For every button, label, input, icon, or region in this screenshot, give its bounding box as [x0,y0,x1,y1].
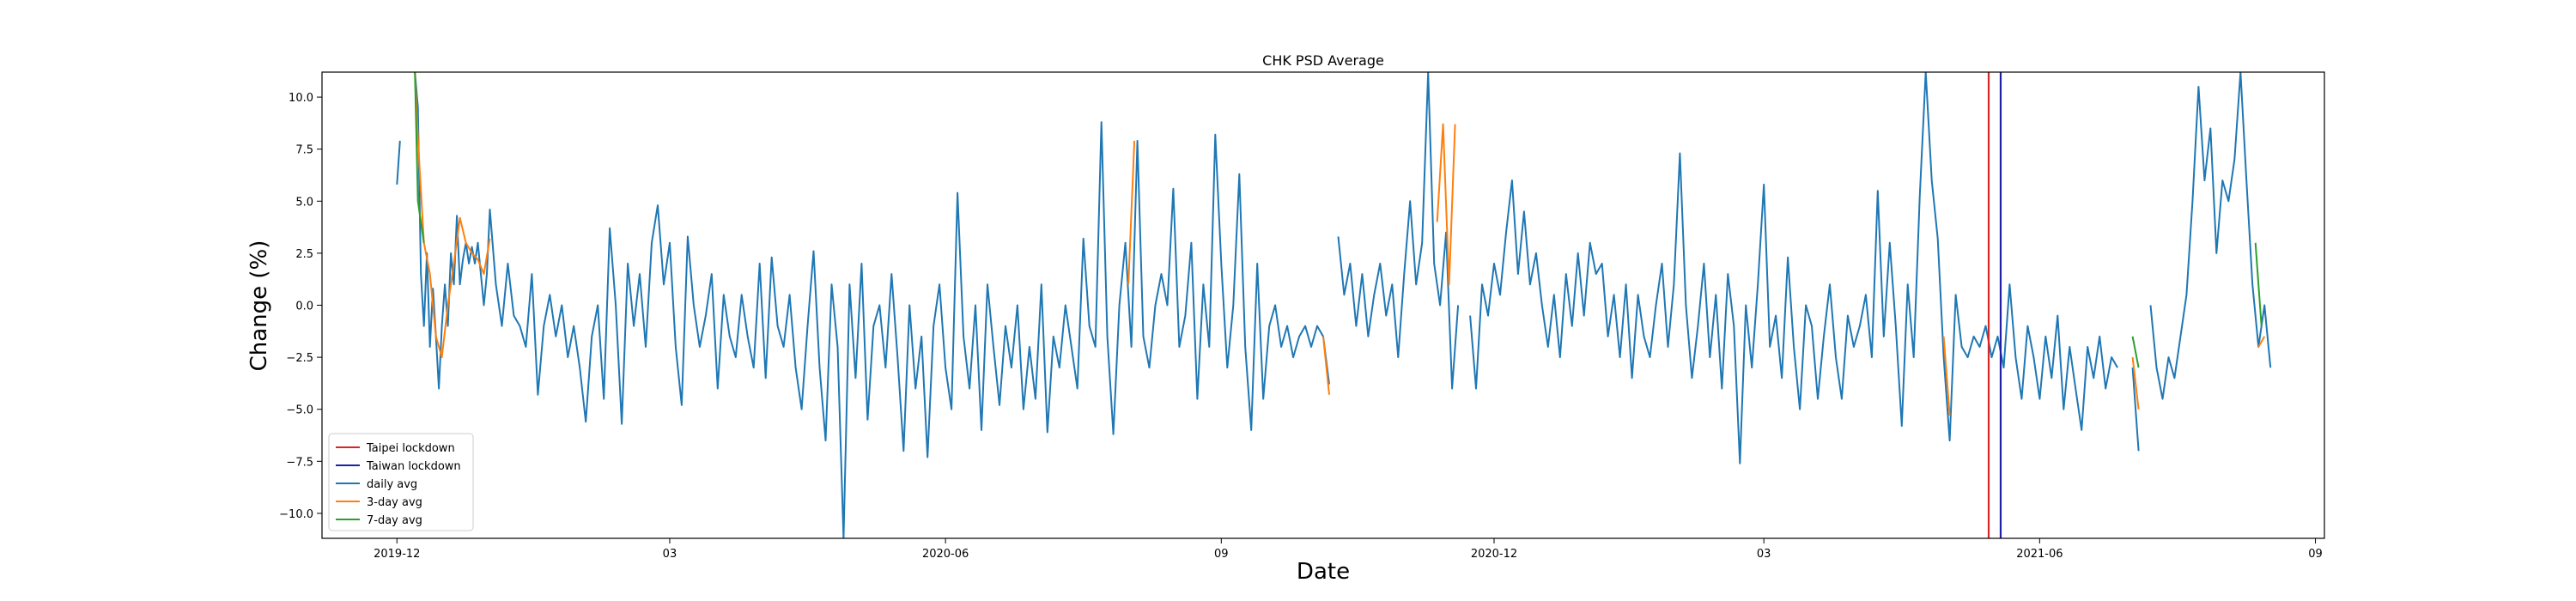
legend-entry: 7-day avg [367,514,422,527]
x-axis: 2019-12 03 2020-06 09 2020-12 03 2021-06 09 [374,538,2323,561]
series-line-segment [2149,72,2272,400]
legend: Taipei lockdown Taiwan lockdown daily avg 3… [328,433,474,531]
x-tick-label: 09 [2308,548,2323,561]
series-line-segment [1436,123,1456,286]
x-tick-label: 2021-06 [2016,548,2063,561]
series-layer [396,72,2272,538]
y-tick-label: 10.0 [289,92,313,105]
y-axis: −10.0 −7.5 −5.0 −2.5 0.0 2.5 5.0 7.5 10.0 [279,92,322,521]
legend-entry: Taiwan lockdown [366,460,461,473]
y-tick-label: −7.5 [286,456,313,469]
series-line-segment [1322,336,1330,395]
x-tick-label: 09 [1214,548,1229,561]
series-line-segment [2131,356,2140,410]
x-tick-label: 2019-12 [374,548,420,561]
y-axis-label: Change (%) [246,240,272,372]
series-line-segment [1337,72,1460,390]
series-7-day-avg [414,72,2263,368]
lockdown-lines [1987,72,2002,538]
plot-frame [321,71,2325,539]
series-line-segment [414,72,425,243]
series-line-segment [1942,336,1951,416]
legend-entry: daily avg [367,478,417,491]
series-line-segment [1469,72,2118,464]
series-line-segment [2131,336,2140,368]
y-tick-label: −5.0 [286,404,313,417]
chart-title: CHK PSD Average [1262,52,1384,69]
y-tick-label: 2.5 [295,248,313,261]
y-tick-label: 7.5 [295,144,313,157]
series-3-day-avg [414,72,2266,416]
series-daily-avg [396,72,2272,538]
series-line-segment [2257,336,2266,348]
y-tick-label: −2.5 [286,352,313,365]
series-line-segment [1127,140,1136,285]
x-tick-label: 2020-06 [922,548,969,561]
y-tick-label: 5.0 [295,196,313,209]
x-tick-label: 03 [1757,548,1771,561]
y-tick-label: 0.0 [295,300,313,313]
x-tick-label: 2020-12 [1471,548,1517,561]
series-line-segment [414,72,491,359]
series-line-segment [2131,367,2140,452]
x-axis-label: Date [1297,559,1350,585]
legend-box [328,433,474,531]
series-line-segment [414,72,1330,538]
series-line-segment [2254,242,2263,326]
x-tick-label: 03 [663,548,677,561]
series-line-segment [396,140,401,185]
y-tick-label: −10.0 [279,508,313,521]
legend-entry: 3-day avg [367,496,422,509]
legend-entry: Taipei lockdown [366,442,455,455]
